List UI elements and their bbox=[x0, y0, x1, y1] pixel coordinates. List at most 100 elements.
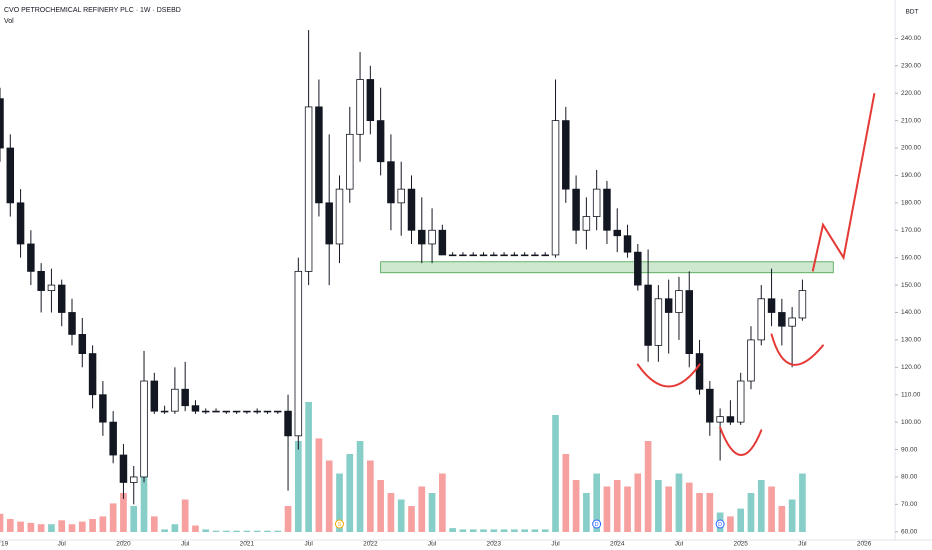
y-tick-label: 190.00 bbox=[901, 172, 921, 179]
candle-body bbox=[562, 120, 570, 190]
volume-bar bbox=[778, 506, 786, 532]
volume-bar bbox=[583, 493, 590, 532]
x-tick-label: Jul bbox=[58, 541, 67, 548]
y-tick-label: 110.00 bbox=[901, 391, 921, 398]
candle-body bbox=[78, 334, 87, 355]
volume-bar bbox=[727, 516, 734, 532]
chart-title: CVO PETROCHEMICAL REFINERY PLC · 1W · DS… bbox=[4, 7, 181, 14]
y-tick-label: 180.00 bbox=[901, 200, 921, 207]
volume-bar bbox=[665, 486, 673, 532]
candle-body bbox=[459, 254, 467, 257]
candle-body bbox=[716, 416, 724, 423]
candle-body bbox=[99, 394, 107, 423]
volume-bar bbox=[757, 480, 765, 532]
candle-body bbox=[88, 353, 97, 396]
volume-bar bbox=[706, 493, 714, 532]
candle-body bbox=[212, 410, 220, 413]
event-marker bbox=[715, 519, 725, 529]
y-tick-label: 230.00 bbox=[901, 63, 921, 70]
y-tick-label: 120.00 bbox=[901, 364, 921, 371]
candle-body bbox=[428, 229, 436, 245]
x-tick-label: 2024 bbox=[610, 541, 625, 548]
volume-bar bbox=[531, 529, 539, 532]
candle-body bbox=[274, 410, 282, 413]
candle-body bbox=[109, 421, 117, 456]
volume-bar bbox=[367, 460, 374, 532]
volume-bar bbox=[48, 524, 55, 532]
candle-body bbox=[448, 254, 457, 257]
candle-body bbox=[603, 188, 611, 231]
candle-body bbox=[438, 229, 447, 256]
y-tick-label: 240.00 bbox=[901, 35, 921, 42]
volume-bar bbox=[294, 441, 302, 532]
volume-bar bbox=[192, 525, 199, 532]
volume-bar bbox=[264, 530, 271, 532]
volume-bar bbox=[737, 508, 745, 532]
volume-bar bbox=[315, 438, 323, 532]
volume-bar bbox=[521, 529, 528, 532]
candle-body bbox=[346, 133, 354, 190]
y-tick-label: 200.00 bbox=[901, 145, 921, 152]
candle-body bbox=[572, 188, 580, 231]
volume-bar bbox=[58, 520, 66, 532]
candle-body bbox=[788, 317, 796, 327]
volume-bar bbox=[78, 521, 86, 532]
volume-bar bbox=[284, 506, 292, 532]
x-tick-label: Jul bbox=[428, 541, 437, 548]
candle-body bbox=[6, 147, 15, 204]
candle-body bbox=[37, 270, 45, 291]
volume-bar bbox=[274, 530, 282, 532]
candle-body bbox=[47, 284, 56, 291]
candle-body bbox=[397, 188, 405, 204]
candle-body bbox=[202, 410, 210, 413]
candle-body bbox=[366, 79, 375, 122]
candle-body bbox=[160, 410, 169, 413]
volume-bar bbox=[212, 530, 220, 532]
candle-body bbox=[654, 298, 663, 346]
x-tick-label: Jul bbox=[304, 541, 313, 548]
candle-body bbox=[500, 254, 508, 257]
candle-body bbox=[356, 79, 364, 135]
candle-body bbox=[490, 254, 498, 257]
candle-body bbox=[520, 254, 529, 257]
volume-bar bbox=[222, 530, 230, 532]
candle-body bbox=[284, 410, 292, 437]
volume-bar bbox=[613, 480, 621, 532]
volume-bar bbox=[552, 415, 559, 532]
candle-body bbox=[253, 410, 261, 413]
candle-body bbox=[150, 380, 159, 412]
candle-body bbox=[315, 106, 323, 204]
pattern-arc bbox=[770, 333, 824, 366]
volume-bar bbox=[130, 506, 138, 532]
volume-bar bbox=[799, 473, 806, 532]
x-tick-label: Jul bbox=[181, 541, 190, 548]
candle-body bbox=[0, 98, 4, 149]
candle-body bbox=[706, 388, 714, 423]
candle-body bbox=[27, 243, 35, 272]
candle-body bbox=[171, 388, 179, 412]
volume-bar bbox=[408, 506, 415, 532]
volume-bar bbox=[696, 493, 703, 532]
volume-bar bbox=[0, 513, 4, 532]
candle-body bbox=[387, 161, 395, 204]
y-tick-label: 60.00 bbox=[901, 528, 918, 535]
candle-body bbox=[531, 254, 539, 257]
volume-bar bbox=[161, 529, 168, 532]
candle-body bbox=[685, 290, 693, 355]
y-tick-label: 150.00 bbox=[901, 282, 921, 289]
candle-body bbox=[541, 254, 549, 257]
volume-bar bbox=[675, 473, 683, 532]
candle-body bbox=[634, 251, 642, 286]
volume-bar bbox=[500, 529, 508, 532]
volume-bar bbox=[634, 473, 642, 532]
y-tick-label: 220.00 bbox=[901, 90, 921, 97]
candle-body bbox=[664, 298, 673, 313]
volume-bar bbox=[572, 480, 580, 532]
candle-body bbox=[747, 339, 755, 382]
volume-bar bbox=[655, 480, 662, 532]
volume-bar bbox=[346, 454, 354, 532]
volume-bar bbox=[459, 529, 467, 532]
volume-bar bbox=[202, 529, 210, 532]
volume-bar bbox=[377, 480, 384, 532]
